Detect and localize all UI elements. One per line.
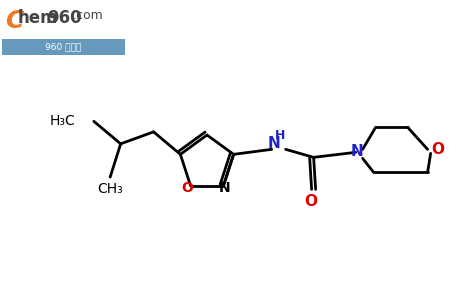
Text: H: H xyxy=(274,129,285,142)
Text: O: O xyxy=(182,181,193,195)
Text: N: N xyxy=(267,136,280,151)
FancyBboxPatch shape xyxy=(2,39,125,55)
Text: N: N xyxy=(219,181,230,195)
Text: .com: .com xyxy=(73,9,104,22)
Text: 960: 960 xyxy=(47,9,82,27)
Text: N: N xyxy=(350,144,363,159)
Text: hem: hem xyxy=(18,9,58,27)
Text: O: O xyxy=(304,194,317,209)
Text: O: O xyxy=(431,142,444,157)
FancyBboxPatch shape xyxy=(1,4,128,56)
Text: 960 化工网: 960 化工网 xyxy=(45,42,81,52)
Text: CH₃: CH₃ xyxy=(97,182,123,196)
Text: H₃C: H₃C xyxy=(50,114,76,128)
Text: C: C xyxy=(5,9,23,33)
